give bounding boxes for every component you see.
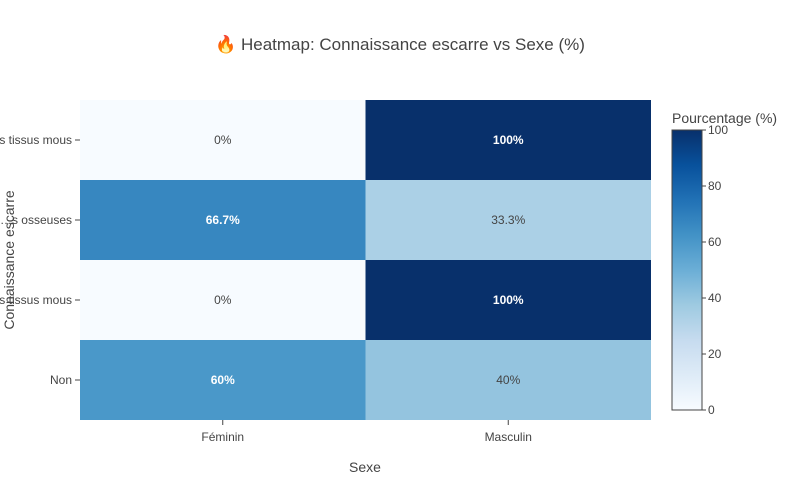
cell-value-label: 66.7% (206, 213, 240, 227)
colorbar-tick-label: 60 (708, 235, 722, 249)
y-axis: Non …is tissus mous …s osseuses …s tissus m… (0, 133, 80, 387)
cell-value-label: 33.3% (491, 213, 525, 227)
colorbar-tick-label: 80 (708, 179, 722, 193)
y-tick-label: Non (50, 373, 72, 387)
colorbar-tick-label: 20 (708, 347, 722, 361)
colorbar-tick-label: 0 (708, 403, 715, 417)
colorbar-gradient (671, 129, 703, 411)
heatmap-cell (365, 340, 651, 420)
cell-value-label: 0% (214, 133, 232, 147)
cell-value-label: 100% (493, 293, 524, 307)
y-tick-label: …s osseuses (0, 213, 72, 227)
colorbar-title: Pourcentage (%) (672, 110, 777, 126)
colorbar-tick-label: 100 (708, 123, 728, 137)
heatmap-cells: 60% 40% 0% 100% 66.7% 33.3% 0% 100% (80, 100, 651, 420)
cell-value-label: 40% (496, 373, 520, 387)
x-tick-label: Féminin (201, 430, 244, 444)
heatmap-cell (80, 100, 366, 180)
heatmap-cell (365, 260, 651, 340)
chart-title: 🔥 Heatmap: Connaissance escarre vs Sexe … (215, 34, 585, 54)
cell-value-label: 60% (211, 373, 235, 387)
y-axis-title: Connaissance escarre (1, 190, 17, 330)
colorbar-tick-label: 40 (708, 291, 722, 305)
cell-value-label: 0% (214, 293, 232, 307)
colorbar: Pourcentage (%) 0 20 40 60 80 100 (671, 110, 777, 417)
x-axis: Féminin Masculin (201, 420, 532, 444)
x-tick-label: Masculin (485, 430, 532, 444)
heatmap-cell (365, 180, 651, 260)
y-tick-label: …s tissus mous (0, 133, 72, 147)
heatmap-cell (80, 180, 366, 260)
heatmap-cell (365, 100, 651, 180)
heatmap-cell (80, 260, 366, 340)
heatmap-cell (80, 340, 366, 420)
x-axis-title: Sexe (349, 459, 381, 475)
y-tick-label: …is tissus mous (0, 293, 72, 307)
cell-value-label: 100% (493, 133, 524, 147)
